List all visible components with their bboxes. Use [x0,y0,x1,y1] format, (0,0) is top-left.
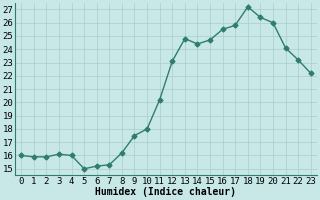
X-axis label: Humidex (Indice chaleur): Humidex (Indice chaleur) [95,187,236,197]
